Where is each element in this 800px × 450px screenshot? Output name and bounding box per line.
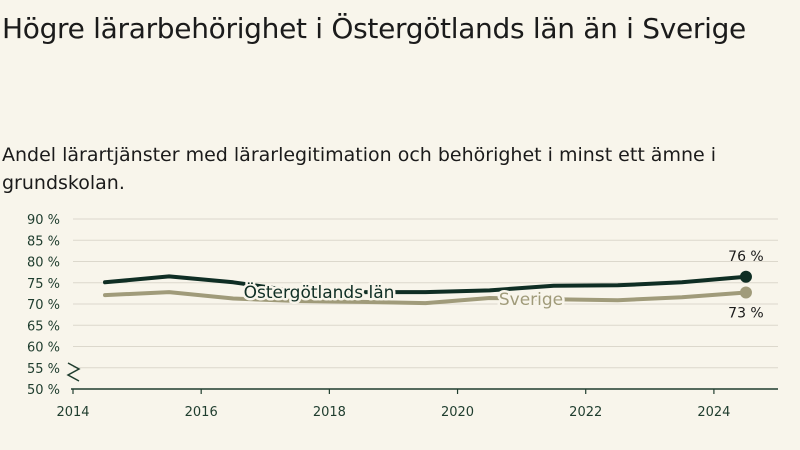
y-tick-label: 80 % — [27, 256, 60, 271]
line-chart: 50 % 55 % 60 % 65 % 70 % 75 % 80 % 85 % 90 % 201… — [27, 213, 778, 420]
axis-break-icon — [66, 362, 81, 382]
y-tick-label: 65 % — [27, 319, 60, 334]
grid-lines — [73, 218, 778, 369]
y-tick-label: 50 % — [27, 383, 60, 398]
y-tick-label: 55 % — [27, 362, 60, 377]
series-line-sverige — [103, 290, 748, 306]
x-tick-label: 2016 — [185, 405, 218, 420]
series-label-ostergotland: Östergötlands län — [244, 281, 395, 303]
series-labels: Östergötlands län Sverige 76 % 73 % — [241, 249, 764, 322]
y-tick-label: 70 % — [27, 298, 60, 313]
value-label-ostergotland: 76 % — [728, 249, 764, 265]
x-tick-label: 2018 — [313, 405, 346, 420]
series-label-sverige: Sverige — [499, 290, 563, 310]
value-label-sverige: 73 % — [728, 306, 764, 322]
series-lines — [103, 270, 752, 306]
chart-title: Högre lärarbehörighet i Östergötlands lä… — [2, 12, 746, 45]
x-tick-label: 2020 — [441, 405, 474, 420]
x-tick-label: 2014 — [56, 405, 89, 420]
x-axis: 2014 2016 2018 2020 2022 2024 — [56, 362, 778, 420]
series-line-ostergotland — [103, 274, 748, 295]
x-tick-label: 2022 — [569, 405, 602, 420]
y-axis-ticks: 50 % 55 % 60 % 65 % 70 % 75 % 80 % 85 % 90 % — [27, 213, 60, 398]
endpoint-sverige — [739, 286, 752, 299]
y-tick-label: 85 % — [27, 234, 60, 249]
x-tick-label: 2024 — [697, 405, 730, 420]
y-tick-label: 90 % — [27, 213, 60, 228]
chart-subtitle: Andel lärartjänster med lärarlegitimatio… — [2, 144, 717, 194]
endpoint-ostergotland — [739, 270, 752, 283]
y-tick-label: 60 % — [27, 341, 60, 356]
y-tick-label: 75 % — [27, 277, 60, 292]
